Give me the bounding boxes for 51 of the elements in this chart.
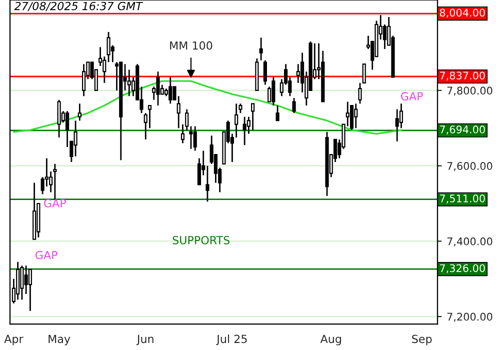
candlestick [354,102,358,129]
candlestick [53,163,57,200]
candlestick [296,63,300,84]
annotation: GAP [401,92,423,100]
candlestick [358,82,362,104]
x-tick-label: Jul 25 [216,334,247,346]
y-tick-label: 7,400.00 [447,237,492,246]
line-series [12,80,402,135]
ref-line-label: 8,004.00 [440,8,485,18]
candlestick [251,102,255,131]
ref-line-label: 7,511.00 [440,194,485,204]
candlestick [57,99,61,138]
y-tick-label: 7,600.00 [447,162,492,171]
annotation: GAP [44,199,66,208]
candlestick [127,69,131,97]
candlestick [350,104,354,131]
candlestick [263,60,267,86]
x-tick-label: Apr [4,334,24,346]
candlestick [206,165,210,202]
ref-line-label: 7,694.00 [440,126,485,134]
candlestick [156,70,160,106]
candlestick [20,264,24,300]
ref-line-label: 7,837.00 [440,72,485,81]
x-tick-label: Jun [136,334,154,346]
annotation: GAP [36,250,58,260]
candlestick [106,31,110,63]
candlestick [24,264,28,295]
candlestick [189,126,193,150]
text: MM 100 [170,41,212,50]
candlestick [259,36,263,61]
x-tick-label: May [48,334,70,346]
candlestick [276,104,280,122]
candlestick [272,76,276,106]
x-tick-label: Sep [412,334,432,346]
candlestick [74,120,78,158]
y-tick-label: 7,200.00 [447,312,492,322]
annotation: 27/08/2025 16:37 GMT [14,2,144,12]
candlestick [168,76,172,104]
x-tick-label: Aug [320,334,341,346]
candlestick [148,104,152,129]
annotation: SUPPORTS [172,236,230,244]
candlestick [292,97,296,114]
candlestick [144,112,148,140]
candlestick [78,102,82,122]
y-tick-label: 7,800.00 [447,86,492,96]
candlestick [193,126,197,152]
ref-line-label: 7,326.00 [440,264,485,274]
candlestick [82,63,86,97]
candlestick [242,116,246,146]
candlestick [28,268,32,312]
candlestick [362,64,366,84]
